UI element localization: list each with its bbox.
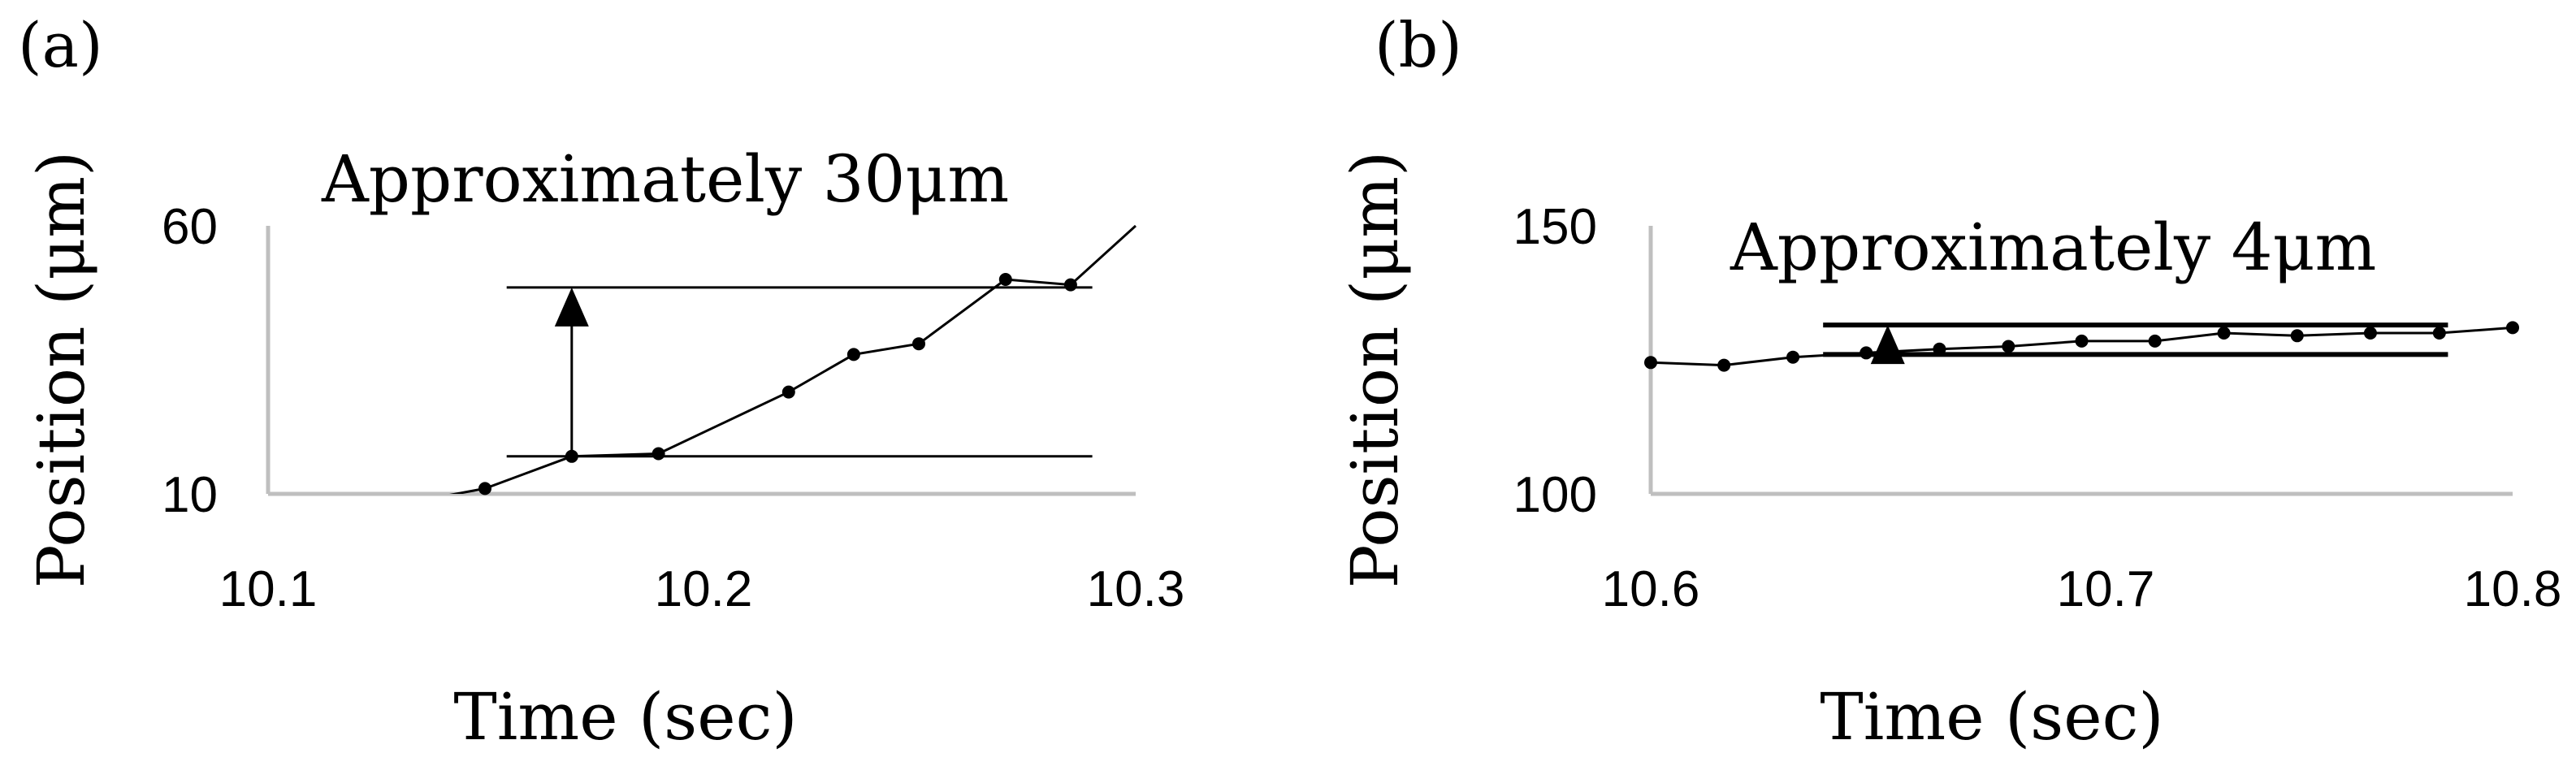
- panel-b-annotation: Approximately 4μm: [1730, 210, 2376, 285]
- panel-a-data-point-4: [781, 385, 795, 399]
- panel-a-series-line: [449, 224, 1137, 494]
- panel-a-arrow-head: [554, 287, 589, 327]
- panel-a-y-tick-10: 10: [162, 467, 218, 523]
- panel-a: (a) Approximately 30μm 60 10 10.1 10.2 1…: [18, 9, 1184, 755]
- panel-a-label: (a): [18, 9, 103, 81]
- panel-b-y-tick-100: 100: [1513, 467, 1597, 523]
- panel-b-arrow-head: [1870, 325, 1905, 365]
- panel-b-data-point-7: [2148, 334, 2162, 348]
- panel-a-data-point-2: [565, 449, 578, 463]
- panel-b-data-point-4: [1933, 342, 1946, 356]
- panel-a-data-point-6: [912, 337, 925, 351]
- panel-a-x-tick-10-1: 10.1: [219, 561, 318, 617]
- panel-a-data-point-1: [478, 482, 491, 496]
- panel-a-plot-area: [266, 224, 1137, 496]
- panel-b-x-tick-10-8: 10.8: [2464, 561, 2562, 617]
- panel-b-data-point-5: [2002, 340, 2015, 353]
- panel-a-annotation: Approximately 30μm: [321, 141, 1009, 217]
- panel-b-x-tick-10-7: 10.7: [2057, 561, 2155, 617]
- panel-b-data-point-11: [2432, 327, 2446, 340]
- panel-b-y-axis-title: Position (μm): [1337, 151, 1413, 589]
- panel-b-data-point-9: [2290, 329, 2304, 343]
- panel-b-data-point-1: [1717, 358, 1731, 372]
- panel-a-data-point-5: [846, 348, 860, 361]
- panel-b-data-point-12: [2506, 321, 2519, 335]
- panel-a-x-tick-10-2: 10.2: [655, 561, 753, 617]
- panel-b-x-tick-10-6: 10.6: [1602, 561, 1700, 617]
- panel-b-data-point-8: [2217, 327, 2231, 340]
- panel-a-x-axis-title: Time (sec): [453, 679, 797, 755]
- panel-b-y-tick-150: 150: [1513, 199, 1597, 255]
- panel-b-label: (b): [1375, 9, 1462, 81]
- panel-b-data-point-10: [2363, 327, 2377, 340]
- panel-b-data-point-0: [1644, 356, 1657, 370]
- panel-b-data-point-3: [1859, 346, 1873, 360]
- panel-b: (b) Approximately 4μm 150 100 10.6 10.7 …: [1337, 9, 2561, 755]
- panel-a-y-tick-60: 60: [162, 199, 218, 255]
- panel-a-x-tick-10-3: 10.3: [1087, 561, 1185, 617]
- panel-b-x-axis-title: Time (sec): [1820, 679, 2163, 755]
- panel-a-y-axis-title: Position (μm): [24, 151, 99, 589]
- panel-a-data-point-3: [652, 447, 665, 461]
- panel-b-plot-area: [1644, 226, 2519, 496]
- panel-a-data-point-8: [1063, 278, 1077, 292]
- panel-a-data-point-7: [998, 273, 1012, 286]
- panel-b-data-point-6: [2075, 334, 2089, 348]
- panel-b-data-point-2: [1786, 350, 1800, 364]
